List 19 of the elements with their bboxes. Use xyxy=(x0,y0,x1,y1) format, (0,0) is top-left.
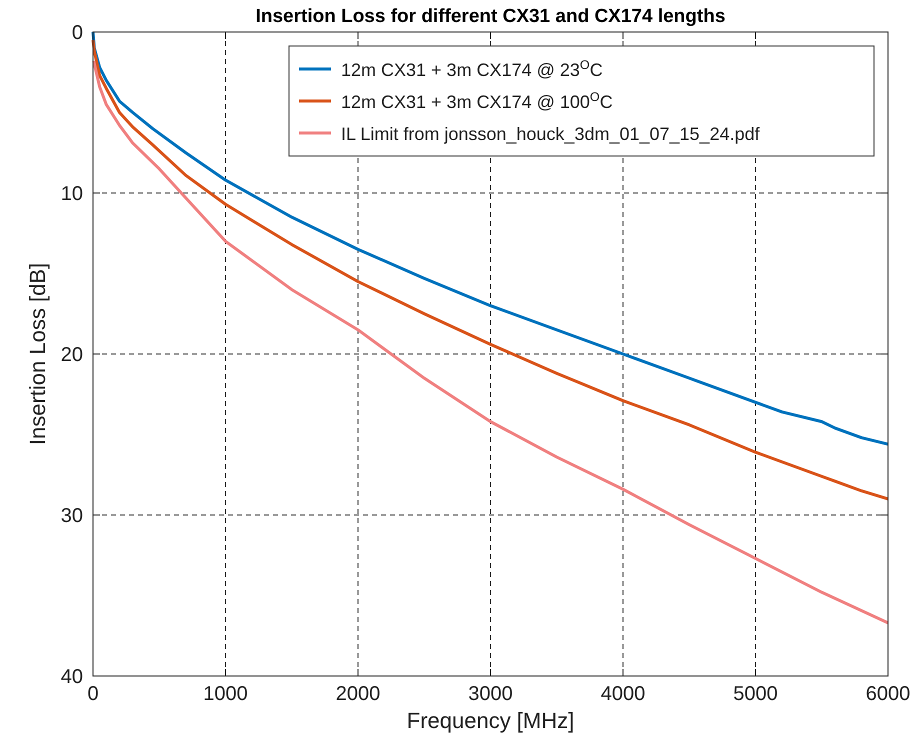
y-tick-label: 40 xyxy=(60,666,83,688)
legend-label: 12m CX31 + 3m CX174 @ 100$^{O}$C xyxy=(341,90,613,112)
x-tick-label: 6000 xyxy=(866,683,910,705)
x-tick-label: 1000 xyxy=(203,683,248,705)
x-tick-label: 2000 xyxy=(336,683,380,705)
legend-label: 12m CX31 + 3m CX174 @ 23$^{O}$C xyxy=(341,58,603,80)
y-tick-label: 30 xyxy=(60,505,83,527)
x-axis-title: Frequency [MHz] xyxy=(406,708,574,733)
x-tick-label: 0 xyxy=(87,683,99,705)
y-tick-label: 10 xyxy=(60,183,83,205)
chart-title: Insertion Loss for different CX31 and CX174 lengths xyxy=(256,6,726,27)
y-tick-label: 0 xyxy=(72,22,83,44)
x-tick-label: 3000 xyxy=(468,683,513,705)
y-axis-title: Insertion Loss [dB] xyxy=(25,262,50,446)
y-tick-label: 20 xyxy=(60,344,83,366)
legend-label: IL Limit from jonsson_houck_3dm_01_07_15_24.pdf xyxy=(341,124,761,144)
line-series xyxy=(92,59,890,624)
x-tick-label: 4000 xyxy=(600,683,646,705)
x-tick-label: 5000 xyxy=(733,683,778,705)
